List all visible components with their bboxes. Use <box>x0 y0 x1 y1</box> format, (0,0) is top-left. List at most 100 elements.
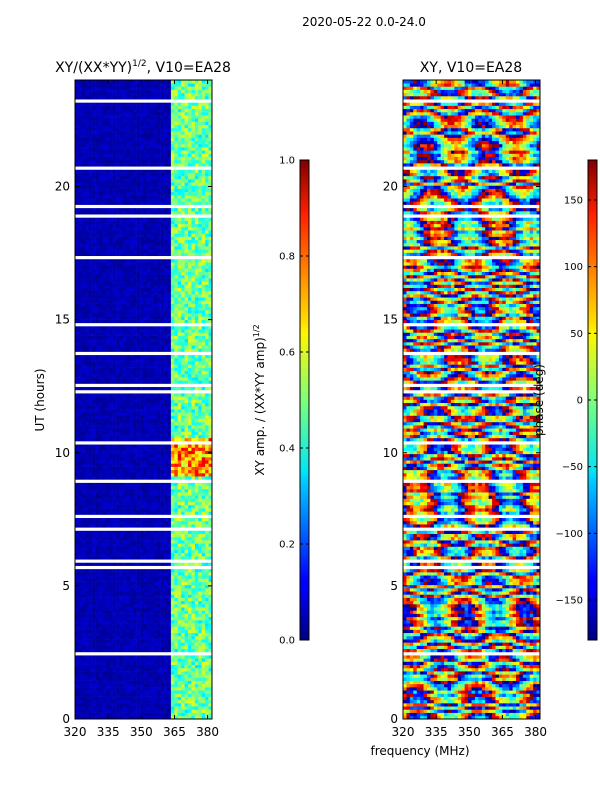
heatmap-cell <box>167 575 172 579</box>
heatmap-cell <box>81 556 86 560</box>
heatmap-cell <box>102 524 107 528</box>
heatmap-cell <box>167 287 172 292</box>
heatmap-cell <box>122 712 127 717</box>
heatmap-cell <box>102 341 107 346</box>
heatmap-cell <box>205 635 209 640</box>
heatmap-cell <box>126 540 131 544</box>
heatmap-cell <box>174 370 179 375</box>
heatmap-cell <box>136 303 141 308</box>
heatmap-cell <box>160 306 165 311</box>
heatmap-cell <box>201 556 206 560</box>
heatmap-cell <box>208 588 213 592</box>
heatmap-cell <box>81 709 86 713</box>
heatmap-cell <box>102 661 107 665</box>
heatmap-cell <box>184 572 189 576</box>
heatmap-cell <box>201 581 206 586</box>
heatmap-cell <box>181 667 185 672</box>
heatmap-cell <box>174 671 179 675</box>
heatmap-cell <box>153 709 158 713</box>
heatmap-cell <box>167 703 172 707</box>
heatmap-cell <box>122 661 127 665</box>
heatmap-cell <box>167 303 172 308</box>
heatmap-cell <box>198 709 203 713</box>
heatmap-cell <box>98 619 103 624</box>
heatmap-cell <box>112 664 117 669</box>
heatmap-cell <box>146 504 151 509</box>
heatmap-cell <box>150 648 155 653</box>
heatmap-cell <box>105 568 110 573</box>
heatmap-cell <box>160 396 165 400</box>
heatmap-cell <box>205 297 209 301</box>
heatmap-cell <box>88 706 93 710</box>
heatmap-cell <box>160 607 165 611</box>
heatmap-cell <box>208 626 213 630</box>
heatmap-cell <box>92 671 96 675</box>
heatmap-cell <box>208 680 213 685</box>
heatmap-cell <box>102 613 107 618</box>
heatmap-cell <box>201 306 206 311</box>
heatmap-cell <box>198 472 203 477</box>
heatmap-cell <box>177 664 182 669</box>
heatmap-cell <box>188 357 192 362</box>
heatmap-cell <box>184 517 189 522</box>
heatmap-cell <box>81 613 86 618</box>
heatmap-cell <box>92 575 96 579</box>
heatmap-cell <box>177 600 182 605</box>
heatmap-cell <box>140 370 144 375</box>
heatmap-cell <box>181 492 185 496</box>
heatmap-cell <box>157 520 161 525</box>
heatmap-cell <box>208 632 213 637</box>
heatmap-cell <box>153 319 158 324</box>
heatmap-cell <box>143 409 148 413</box>
heatmap-cell <box>95 476 100 480</box>
heatmap-cell <box>208 466 213 471</box>
heatmap-cell <box>102 348 107 352</box>
heatmap-cell <box>85 472 89 477</box>
heatmap-cell <box>208 693 213 697</box>
heatmap-cell <box>102 655 107 659</box>
heatmap-cell <box>105 699 110 704</box>
heatmap-cell <box>143 524 148 528</box>
heatmap-cell <box>146 600 151 605</box>
heatmap-cell <box>201 326 206 330</box>
heatmap-cell <box>78 409 83 413</box>
heatmap-cell <box>194 287 199 292</box>
heatmap-cell <box>105 294 110 298</box>
heatmap-cell <box>122 370 127 375</box>
heatmap-cell <box>198 581 203 586</box>
heatmap-cell <box>146 501 151 506</box>
heatmap-cell <box>136 543 141 547</box>
heatmap-cell <box>167 607 172 611</box>
heatmap-cell <box>133 357 137 362</box>
heatmap-cell <box>129 316 134 320</box>
heatmap-cell <box>184 588 189 592</box>
heatmap-cell <box>122 619 127 624</box>
heatmap-cell <box>143 348 148 352</box>
heatmap-cell <box>153 409 158 413</box>
heatmap-cell <box>181 345 185 349</box>
heatmap-cell <box>174 639 179 643</box>
heatmap-cell <box>188 619 192 624</box>
heatmap-cell <box>102 332 107 336</box>
heatmap-cell <box>174 578 179 582</box>
heatmap-cell <box>181 354 185 359</box>
heatmap-cell <box>198 501 203 506</box>
heatmap-cell <box>198 504 203 509</box>
heatmap-cell <box>105 706 110 710</box>
heatmap-cell <box>129 667 134 672</box>
heatmap-cell <box>160 619 165 624</box>
heatmap-cell <box>109 581 113 586</box>
heatmap-cell <box>75 310 79 314</box>
heatmap-cell <box>170 472 175 477</box>
heatmap-cell <box>191 488 196 493</box>
heatmap-cell <box>92 517 96 522</box>
heatmap-cell <box>92 508 96 512</box>
heatmap-cell <box>143 664 148 669</box>
heatmap-cell <box>205 674 209 678</box>
heatmap-cell <box>184 345 189 349</box>
heatmap-cell <box>102 431 107 435</box>
heatmap-cell <box>109 402 113 407</box>
heatmap-cell <box>201 287 206 292</box>
heatmap-cell <box>136 386 141 391</box>
heatmap-cell <box>126 572 131 576</box>
